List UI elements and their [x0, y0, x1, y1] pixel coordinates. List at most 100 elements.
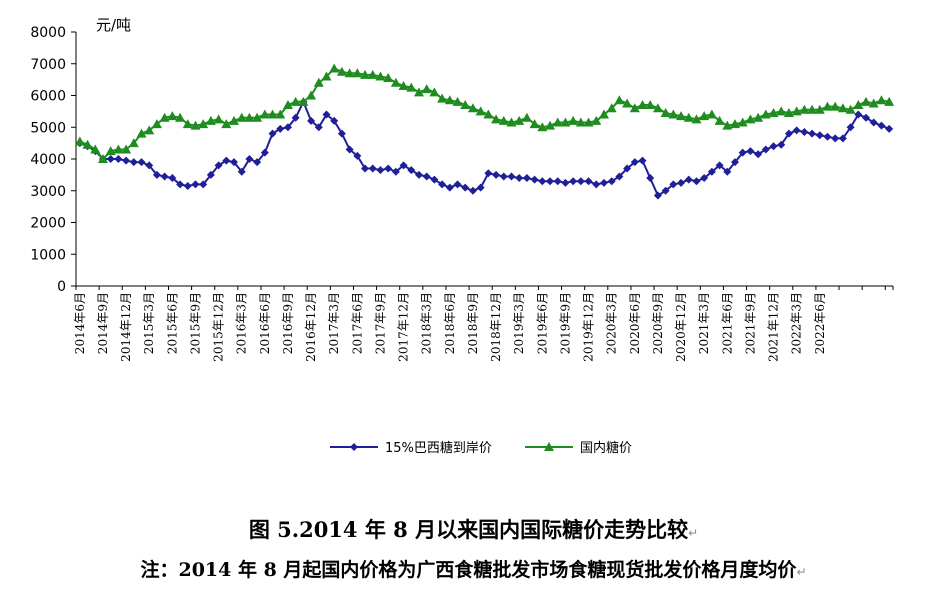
data-point-diamond: [484, 169, 493, 178]
series-2: [74, 63, 895, 163]
return-mark: ↵: [796, 565, 807, 579]
data-point-triangle: [645, 100, 656, 110]
data-point-triangle: [614, 95, 625, 105]
x-tick-label: 2018年12月: [489, 292, 503, 362]
data-point-diamond: [661, 186, 670, 195]
data-point-diamond: [607, 177, 616, 186]
data-point-triangle: [313, 77, 324, 87]
x-tick-label: 2017年9月: [373, 292, 387, 354]
data-point-triangle: [383, 73, 394, 83]
x-tick-label: 2021年3月: [697, 292, 711, 354]
data-point-triangle: [336, 66, 347, 76]
data-point-diamond: [206, 170, 215, 179]
data-point-diamond: [692, 177, 701, 186]
figure-caption-text: 图 5.2014 年 8 月以来国内国际糖价走势比较: [248, 517, 689, 542]
data-point-diamond: [476, 183, 485, 192]
data-point-diamond: [276, 124, 285, 133]
y-tick-label: 1000: [30, 247, 66, 263]
data-point-diamond: [468, 186, 477, 195]
data-point-diamond: [715, 161, 724, 170]
x-tick-label: 2016年3月: [235, 292, 249, 354]
data-point-diamond: [407, 166, 416, 175]
x-tick-label: 2017年12月: [397, 292, 411, 362]
data-point-diamond: [245, 155, 254, 163]
data-point-diamond: [176, 180, 185, 189]
data-point-diamond: [114, 155, 123, 163]
data-point-diamond: [106, 155, 115, 163]
series-1: [75, 97, 894, 200]
data-point-triangle: [421, 84, 432, 94]
data-point-diamond: [222, 156, 231, 165]
data-point-triangle: [529, 119, 540, 129]
x-tick-label: 2020年12月: [674, 292, 688, 362]
data-point-diamond: [445, 183, 454, 192]
data-point-triangle: [791, 106, 802, 116]
data-point-triangle: [398, 80, 409, 90]
x-tick-label: 2014年9月: [96, 292, 110, 354]
data-point-triangle: [221, 119, 232, 129]
x-tick-label: 2015年3月: [142, 292, 156, 354]
y-tick-label: 5000: [30, 120, 66, 136]
data-point-triangle: [760, 109, 771, 119]
legend-item-1: 15%巴西糖到岸价: [330, 440, 492, 456]
y-tick-label: 8000: [30, 25, 66, 41]
data-point-diamond: [337, 129, 346, 138]
data-point-triangle: [82, 139, 93, 149]
data-point-diamond: [253, 158, 262, 167]
data-point-triangle: [568, 115, 579, 125]
y-tick-label: 7000: [30, 57, 66, 73]
data-point-diamond: [345, 145, 354, 154]
data-point-diamond: [553, 177, 562, 186]
data-point-diamond: [291, 113, 300, 122]
data-point-diamond: [499, 172, 508, 181]
data-point-triangle: [783, 107, 794, 117]
data-point-diamond: [237, 167, 246, 176]
data-point-diamond: [576, 177, 585, 186]
data-point-diamond: [784, 129, 793, 138]
x-tick-label: 2019年6月: [535, 292, 549, 354]
data-point-diamond: [769, 142, 778, 151]
y-axis-unit-label: 元/吨: [96, 16, 131, 34]
data-point-triangle: [390, 77, 401, 87]
data-point-diamond: [307, 116, 316, 125]
data-point-triangle: [745, 114, 756, 124]
data-point-diamond: [838, 134, 847, 143]
data-point-diamond: [777, 140, 786, 149]
x-tick-label: 2019年9月: [558, 292, 572, 354]
data-point-triangle: [444, 95, 455, 105]
data-point-diamond: [268, 129, 277, 138]
data-point-triangle: [121, 144, 132, 154]
x-tick-label: 2019年3月: [512, 292, 526, 354]
figure-note-text: 注：2014 年 8 月起国内价格为广西食糖批发市场食糖现货批发价格月度均价: [140, 559, 797, 581]
x-tick-label: 2014年12月: [119, 292, 133, 362]
data-point-triangle: [329, 63, 340, 73]
x-tick-label: 2016年9月: [281, 292, 295, 354]
data-point-diamond: [846, 123, 855, 132]
data-point-triangle: [706, 109, 717, 119]
data-point-triangle: [406, 82, 417, 92]
data-point-diamond: [399, 161, 408, 170]
data-point-diamond: [677, 178, 686, 187]
data-point-diamond: [869, 118, 878, 127]
data-point-diamond: [492, 170, 501, 179]
data-point-triangle: [606, 103, 617, 113]
data-point-diamond: [191, 180, 200, 189]
data-point-diamond: [808, 129, 817, 138]
data-point-triangle: [182, 119, 193, 129]
x-tick-label: 2019年12月: [582, 292, 596, 362]
data-point-triangle: [822, 101, 833, 111]
data-point-diamond: [615, 172, 624, 181]
x-tick-label: 2015年6月: [165, 292, 179, 354]
data-point-diamond: [646, 174, 655, 183]
data-point-diamond: [599, 178, 608, 187]
data-point-diamond: [322, 110, 331, 119]
data-point-triangle: [660, 107, 671, 117]
data-point-triangle: [560, 117, 571, 127]
data-point-diamond: [461, 183, 470, 192]
data-point-triangle: [352, 68, 363, 78]
data-point-diamond: [376, 166, 385, 175]
data-point-triangle: [282, 100, 293, 110]
data-point-triangle: [144, 125, 155, 135]
y-tick-label: 0: [57, 279, 66, 295]
data-point-diamond: [391, 167, 400, 176]
